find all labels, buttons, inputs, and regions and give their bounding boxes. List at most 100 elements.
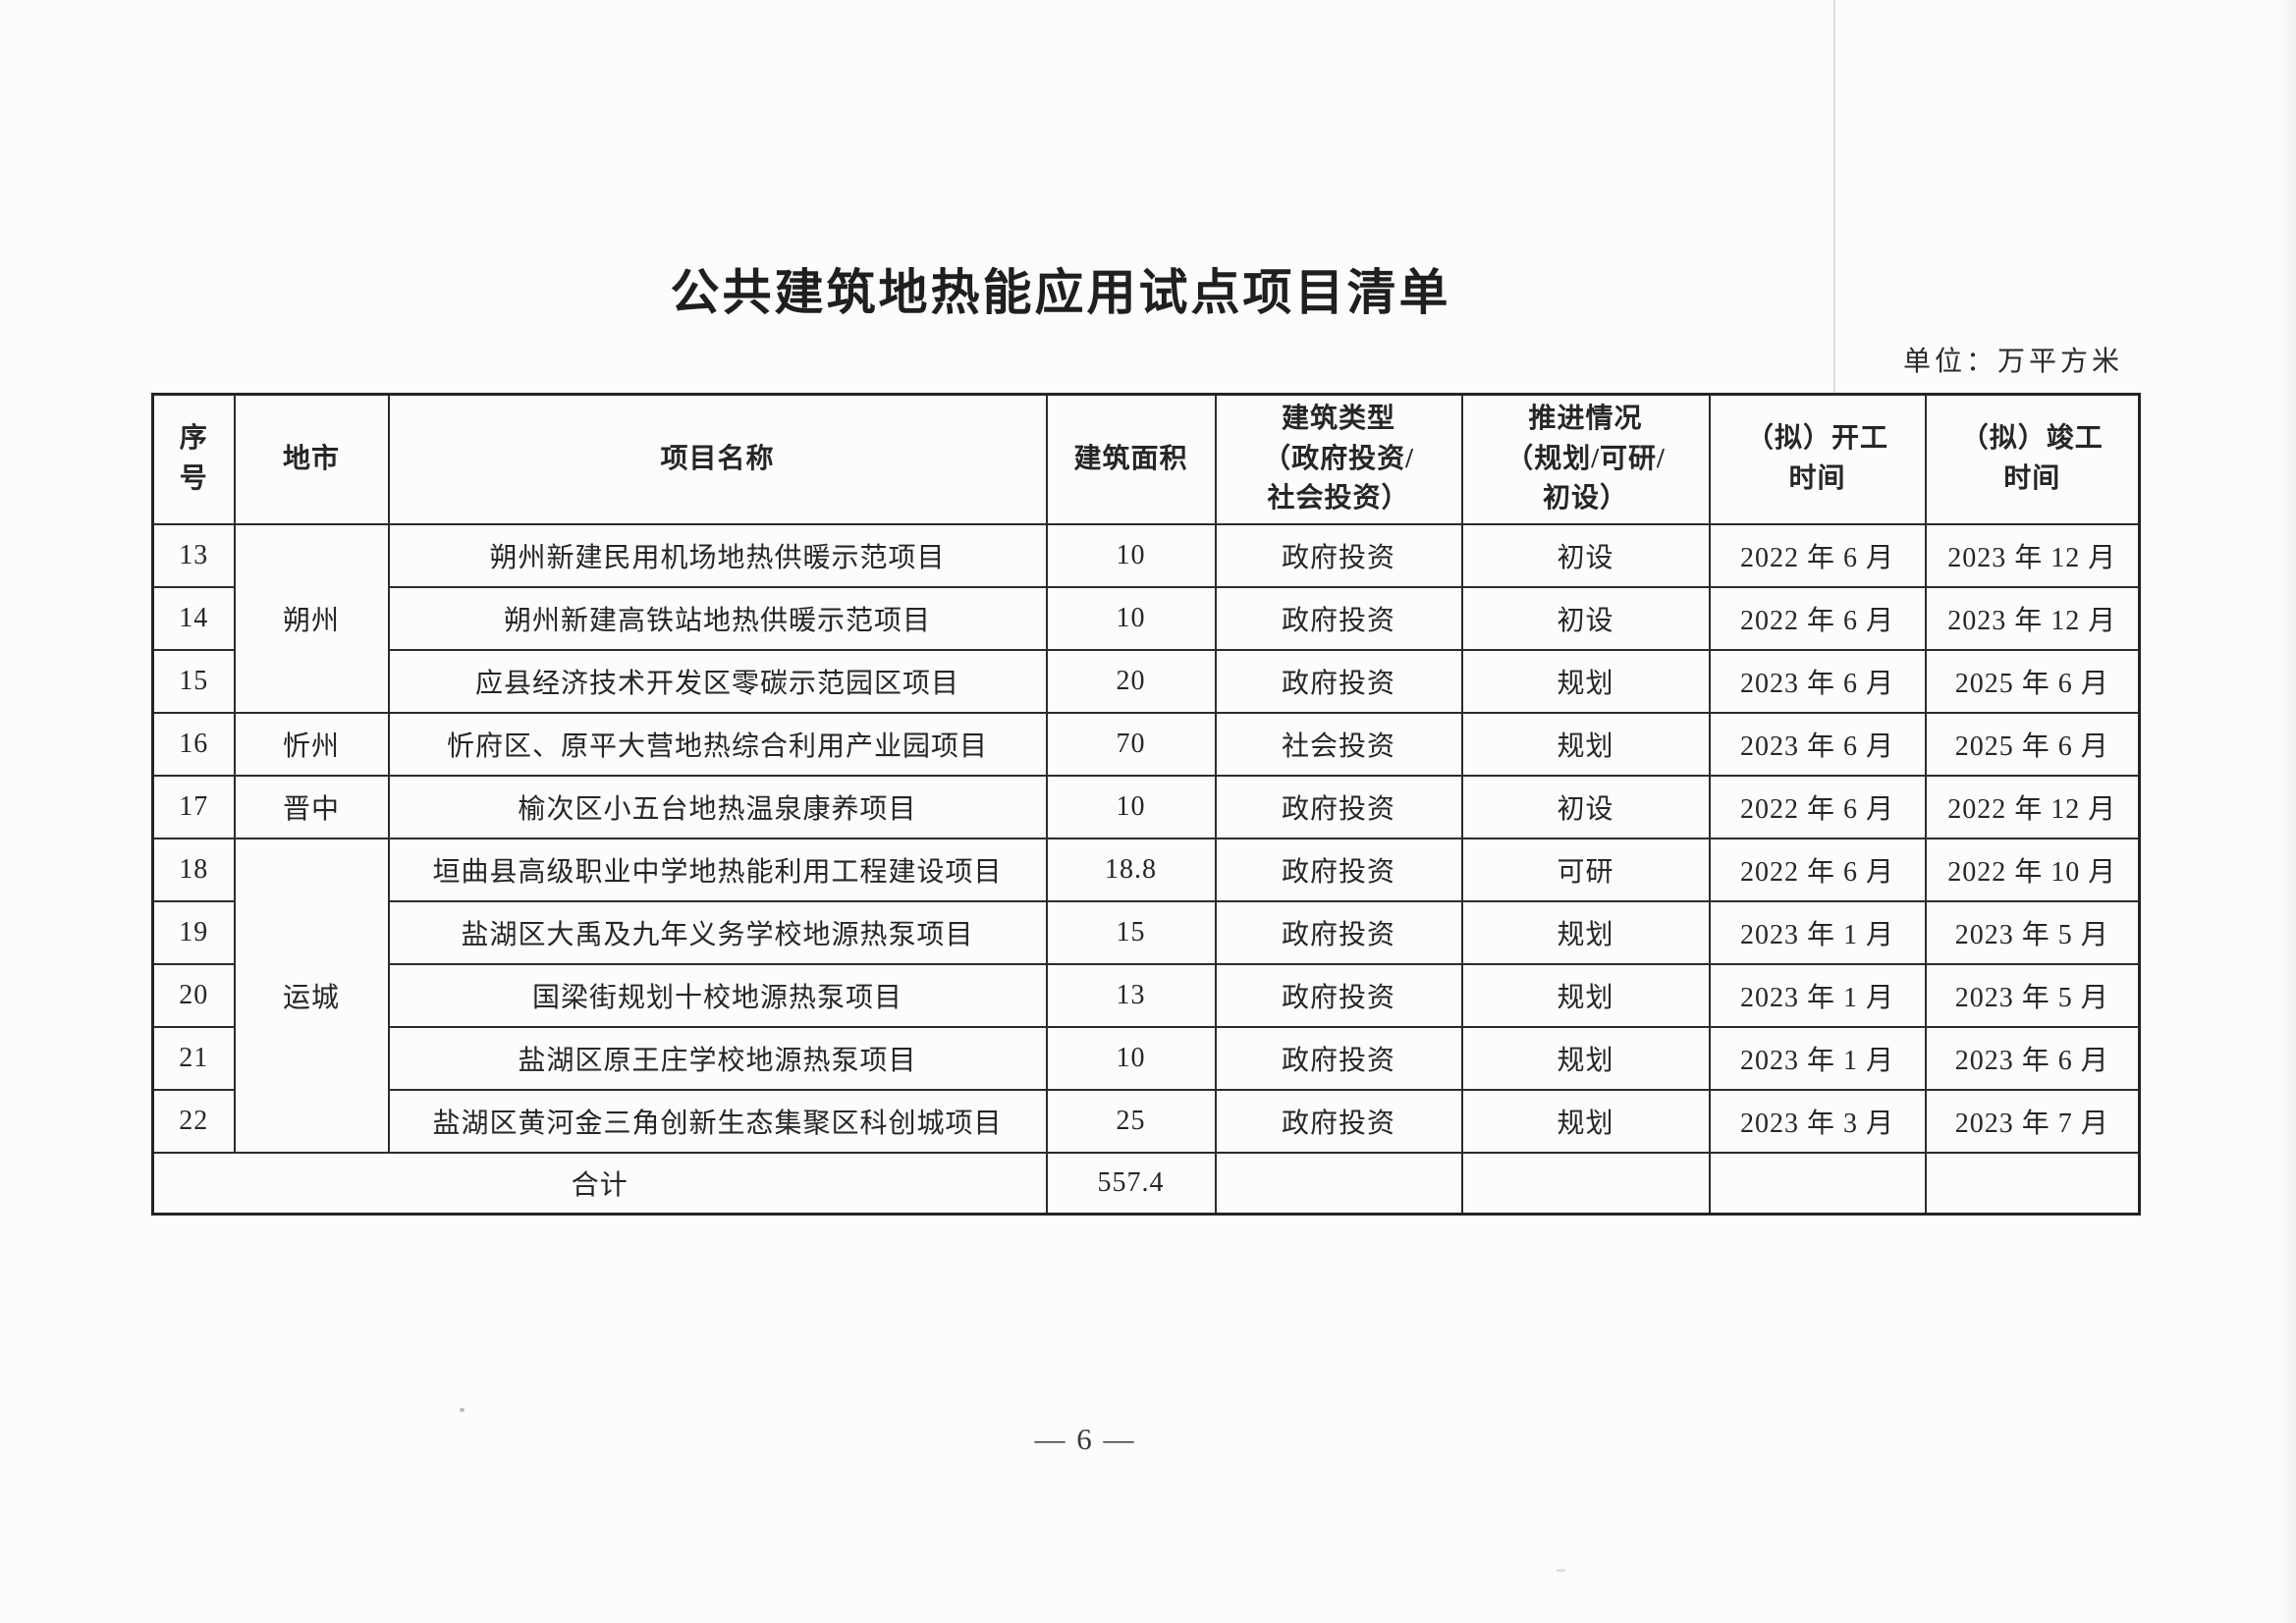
table-row: 16 忻州 忻府区、原平大营地热综合利用产业园项目 70 社会投资 规划 2023 年 6 … (151, 712, 2141, 777)
cell-project-name: 忻府区、原平大营地热综合利用产业园项目 (387, 712, 1048, 777)
cell-start-time: 2022 年 6 月 (1708, 586, 1927, 651)
scan-artifact-speck (1557, 1569, 1565, 1572)
table-row: 17 晋中 榆次区小五台地热温泉康养项目 10 政府投资 初设 2022 年 6 月 2022… (151, 775, 2141, 839)
cell-building-type: 政府投资 (1214, 775, 1463, 839)
table-total-row: 合计 557.4 (151, 1152, 2141, 1216)
cell-end-time: 2023 年 5 月 (1924, 963, 2141, 1028)
cell-project-name: 垣曲县高级职业中学地热能利用工程建设项目 (387, 838, 1048, 902)
table-row: 14 朔州新建高铁站地热供暖示范项目 10 政府投资 初设 2022 年 6 月 2023 … (151, 586, 2141, 651)
cell-project-name: 朔州新建高铁站地热供暖示范项目 (387, 586, 1048, 651)
cell-start-time: 2022 年 6 月 (1708, 838, 1927, 902)
table-row: 19 盐湖区大禹及九年义务学校地源热泵项目 15 政府投资 规划 2023 年 1 月 20… (151, 900, 2141, 965)
cell-area: 25 (1045, 1089, 1217, 1154)
header-col-start-time: （拟）开工 时间 (1708, 393, 1927, 525)
cell-no: 22 (151, 1089, 236, 1154)
cell-start-time: 2023 年 1 月 (1708, 900, 1927, 965)
page-number: — 6 — (1034, 1422, 1136, 1456)
cell-progress: 规划 (1460, 963, 1711, 1028)
cell-city: 朔州 (233, 523, 390, 714)
cell-project-name: 盐湖区黄河金三角创新生态集聚区科创城项目 (387, 1089, 1048, 1154)
cell-building-type: 政府投资 (1214, 963, 1463, 1028)
cell-project-name: 榆次区小五台地热温泉康养项目 (387, 775, 1048, 839)
cell-city: 忻州 (233, 712, 390, 777)
cell-area: 10 (1045, 523, 1217, 588)
cell-start-time: 2022 年 6 月 (1708, 775, 1927, 839)
cell-end-time: 2023 年 7 月 (1924, 1089, 2141, 1154)
cell-building-type: 政府投资 (1214, 838, 1463, 902)
cell-area: 10 (1045, 1026, 1217, 1091)
cell-project-name: 盐湖区大禹及九年义务学校地源热泵项目 (387, 900, 1048, 965)
cell-end-time: 2022 年 10 月 (1924, 838, 2141, 902)
cell-end-time: 2023 年 12 月 (1924, 586, 2141, 651)
cell-building-type: 政府投资 (1214, 586, 1463, 651)
cell-no: 20 (151, 963, 236, 1028)
total-area: 557.4 (1045, 1152, 1217, 1216)
header-col-progress: 推进情况 （规划/可研/初设） (1460, 393, 1711, 525)
cell-area: 70 (1045, 712, 1217, 777)
cell-progress: 初设 (1460, 775, 1711, 839)
total-start-time (1708, 1152, 1927, 1216)
cell-building-type: 社会投资 (1214, 712, 1463, 777)
total-progress (1460, 1152, 1711, 1216)
cell-no: 16 (151, 712, 236, 777)
scan-artifact-vertical-line (1833, 0, 1835, 395)
total-label: 合计 (151, 1152, 1048, 1216)
cell-building-type: 政府投资 (1214, 649, 1463, 714)
cell-no: 21 (151, 1026, 236, 1091)
header-col-city: 地市 (233, 393, 390, 525)
table-row: 15 应县经济技术开发区零碳示范园区项目 20 政府投资 规划 2023 年 6 月 202… (151, 649, 2141, 714)
cell-no: 19 (151, 900, 236, 965)
total-building-type (1214, 1152, 1463, 1216)
table-row: 18 运城 垣曲县高级职业中学地热能利用工程建设项目 18.8 政府投资 可研 2022 年… (151, 838, 2141, 1154)
cell-no: 17 (151, 775, 236, 839)
table-row: 22 盐湖区黄河金三角创新生态集聚区科创城项目 25 政府投资 规划 2023 年 3 月… (151, 1089, 2141, 1154)
cell-start-time: 2023 年 1 月 (1708, 1026, 1927, 1091)
cell-progress: 规划 (1460, 649, 1711, 714)
cell-building-type: 政府投资 (1214, 523, 1463, 588)
cell-end-time: 2023 年 12 月 (1924, 523, 2141, 588)
cell-end-time: 2022 年 12 月 (1924, 775, 2141, 839)
cell-area: 10 (1045, 775, 1217, 839)
cell-no: 15 (151, 649, 236, 714)
header-col-building-type: 建筑类型 （政府投资/社会投资） (1214, 393, 1463, 525)
cell-progress: 初设 (1460, 523, 1711, 588)
cell-area: 10 (1045, 586, 1217, 651)
cell-end-time: 2025 年 6 月 (1924, 649, 2141, 714)
cell-end-time: 2023 年 5 月 (1924, 900, 2141, 965)
cell-project-name: 应县经济技术开发区零碳示范园区项目 (387, 649, 1048, 714)
cell-start-time: 2023 年 3 月 (1708, 1089, 1927, 1154)
cell-start-time: 2023 年 6 月 (1708, 712, 1927, 777)
cell-no: 14 (151, 586, 236, 651)
cell-area: 15 (1045, 900, 1217, 965)
total-end-time (1924, 1152, 2141, 1216)
scan-artifact-speck (460, 1408, 465, 1412)
cell-project-name: 盐湖区原王庄学校地源热泵项目 (387, 1026, 1048, 1091)
cell-progress: 可研 (1460, 838, 1711, 902)
cell-city: 晋中 (233, 775, 390, 839)
cell-area: 20 (1045, 649, 1217, 714)
unit-note: 单位：万平方米 (1902, 347, 2123, 377)
cell-city: 运城 (233, 838, 390, 1154)
cell-building-type: 政府投资 (1214, 1089, 1463, 1154)
cell-progress: 初设 (1460, 586, 1711, 651)
cell-progress: 规划 (1460, 712, 1711, 777)
table-row: 21 盐湖区原王庄学校地源热泵项目 10 政府投资 规划 2023 年 1 月 2023 年… (151, 1026, 2141, 1091)
header-col-no: 序号 (151, 393, 236, 525)
scan-artifact-right-shadow (2280, 0, 2296, 1623)
cell-start-time: 2022 年 6 月 (1708, 523, 1927, 588)
cell-no: 13 (151, 523, 236, 588)
cell-start-time: 2023 年 1 月 (1708, 963, 1927, 1028)
cell-no: 18 (151, 838, 236, 902)
table-row: 20 国梁街规划十校地源热泵项目 13 政府投资 规划 2023 年 1 月 2023 年 … (151, 963, 2141, 1028)
cell-progress: 规划 (1460, 1026, 1711, 1091)
cell-area: 18.8 (1045, 838, 1217, 902)
cell-progress: 规划 (1460, 900, 1711, 965)
header-col-end-time: （拟）竣工 时间 (1924, 393, 2141, 525)
cell-end-time: 2023 年 6 月 (1924, 1026, 2141, 1091)
cell-building-type: 政府投资 (1214, 1026, 1463, 1091)
cell-start-time: 2023 年 6 月 (1708, 649, 1927, 714)
cell-project-name: 国梁街规划十校地源热泵项目 (387, 963, 1048, 1028)
header-col-project-name: 项目名称 (387, 393, 1048, 525)
header-col-area: 建筑面积 (1045, 393, 1217, 525)
cell-building-type: 政府投资 (1214, 900, 1463, 965)
